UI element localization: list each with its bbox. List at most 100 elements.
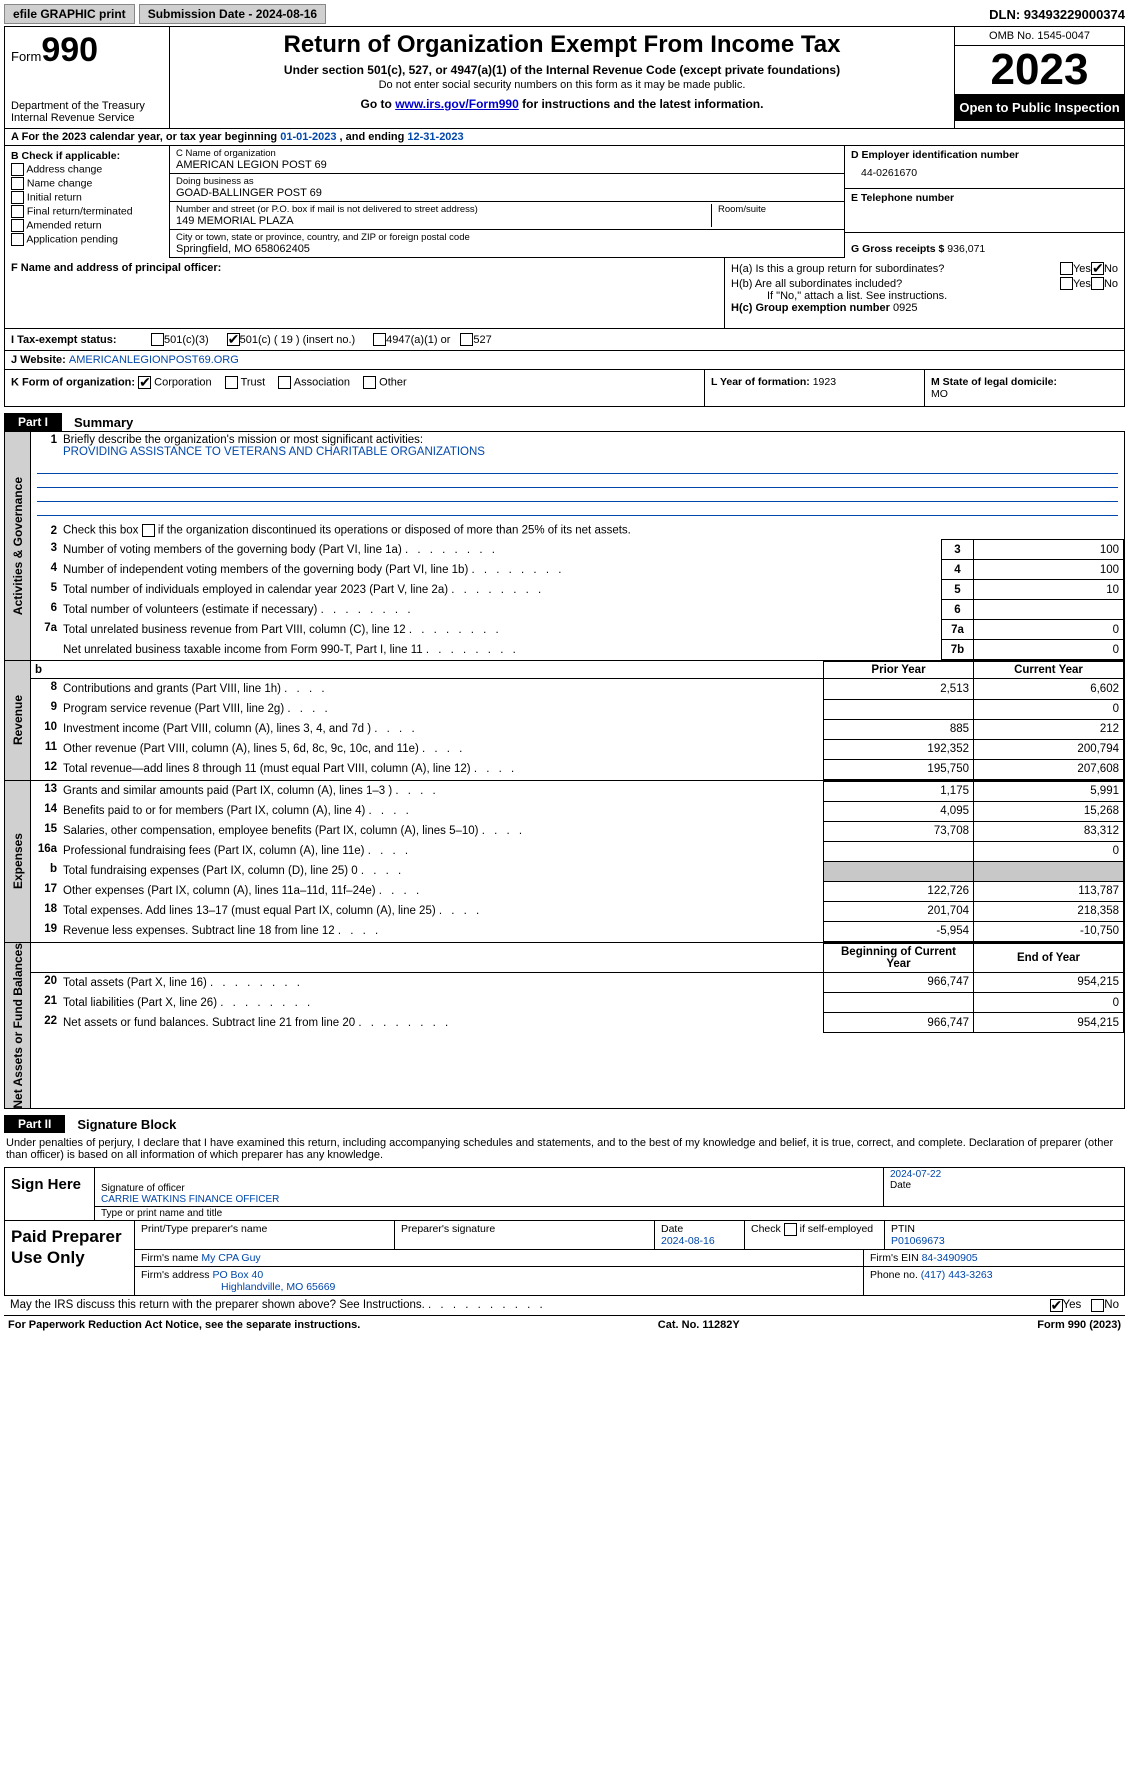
officer-signature: CARRIE WATKINS FINANCE OFFICER (101, 1194, 877, 1205)
table-row: 15Salaries, other compensation, employee… (31, 821, 1124, 841)
city-label: City or town, state or province, country… (176, 232, 838, 243)
ptin: P01069673 (891, 1235, 945, 1247)
mission-text: PROVIDING ASSISTANCE TO VETERANS AND CHA… (63, 446, 485, 458)
goto-suffix: for instructions and the latest informat… (519, 97, 764, 111)
chk-trust[interactable] (225, 376, 238, 389)
ha-yes[interactable] (1060, 262, 1073, 275)
hb-no[interactable] (1091, 277, 1104, 290)
table-row: 18Total expenses. Add lines 13–17 (must … (31, 901, 1124, 921)
table-row: 19Revenue less expenses. Subtract line 1… (31, 921, 1124, 941)
firm-addr1: PO Box 40 (212, 1269, 263, 1281)
section-revenue: Revenue bPrior YearCurrent Year 8Contrib… (4, 661, 1125, 781)
sign-date: 2024-07-22 (890, 1169, 1118, 1180)
vtab-governance: Activities & Governance (11, 477, 25, 615)
form-ssn-notice: Do not enter social security numbers on … (178, 79, 946, 91)
form-title: Return of Organization Exempt From Incom… (178, 31, 946, 59)
table-row: 14Benefits paid to or for members (Part … (31, 801, 1124, 821)
hb-instructions: If "No," attach a list. See instructions… (767, 290, 1118, 302)
chk-initial-return[interactable]: Initial return (11, 191, 163, 204)
vtab-net-assets: Net Assets or Fund Balances (11, 943, 25, 1109)
chk-501c[interactable] (227, 333, 240, 346)
dln: DLN: 93493229000374 (989, 7, 1125, 22)
org-name-label: C Name of organization (176, 148, 838, 159)
sign-here-label: Sign Here (5, 1168, 95, 1220)
table-row: 16aProfessional fundraising fees (Part I… (31, 841, 1124, 861)
section-net-assets: Net Assets or Fund Balances Beginning of… (4, 943, 1125, 1110)
year-formation: 1923 (813, 376, 836, 388)
chk-name-change[interactable]: Name change (11, 177, 163, 190)
chk-self-employed[interactable] (784, 1223, 797, 1236)
form-header: Form990 Department of the Treasury Inter… (4, 26, 1125, 129)
may-discuss-row: May the IRS discuss this return with the… (4, 1296, 1125, 1316)
row-i-tax-status: I Tax-exempt status: 501(c)(3) 501(c) ( … (4, 329, 1125, 351)
form-ref: Form 990 (2023) (1037, 1319, 1121, 1331)
expenses-table: 13Grants and similar amounts paid (Part … (31, 781, 1124, 942)
chk-discontinued[interactable] (142, 524, 155, 537)
ha-label: H(a) Is this a group return for subordin… (731, 263, 1060, 275)
table-row: 22Net assets or fund balances. Subtract … (31, 1013, 1124, 1033)
goto-prefix: Go to (361, 97, 396, 111)
hc-label: H(c) Group exemption number (731, 302, 893, 314)
revenue-table: bPrior YearCurrent Year 8Contributions a… (31, 661, 1124, 780)
submission-date: Submission Date - 2024-08-16 (139, 4, 326, 24)
sign-block: Sign Here Signature of officer CARRIE WA… (4, 1167, 1125, 1221)
website-url[interactable]: AMERICANLEGIONPOST69.ORG (69, 354, 239, 366)
chk-527[interactable] (460, 333, 473, 346)
table-row: 10Investment income (Part VIII, column (… (31, 719, 1124, 739)
table-row: 13Grants and similar amounts paid (Part … (31, 781, 1124, 801)
table-row: 12Total revenue—add lines 8 through 11 (… (31, 759, 1124, 779)
chk-4947[interactable] (373, 333, 386, 346)
table-row: 11Other revenue (Part VIII, column (A), … (31, 739, 1124, 759)
table-row: 20Total assets (Part X, line 16) . . . .… (31, 972, 1124, 993)
paperwork-notice: For Paperwork Reduction Act Notice, see … (8, 1319, 360, 1331)
firm-phone: (417) 443-3263 (921, 1269, 993, 1281)
table-row: Net unrelated business taxable income fr… (31, 640, 1124, 660)
chk-501c3[interactable] (151, 333, 164, 346)
form-number: 990 (41, 31, 98, 69)
governance-table: 3Number of voting members of the governi… (31, 539, 1124, 660)
hc-value: 0925 (893, 302, 917, 314)
preparer-block: Paid Preparer Use Only Print/Type prepar… (4, 1221, 1125, 1296)
table-row: 5Total number of individuals employed in… (31, 580, 1124, 600)
row-j-website: J Website: AMERICANLEGIONPOST69.ORG (4, 351, 1125, 370)
table-row: bTotal fundraising expenses (Part IX, co… (31, 861, 1124, 881)
table-row: 21Total liabilities (Part X, line 26) . … (31, 993, 1124, 1013)
table-row: 3Number of voting members of the governi… (31, 540, 1124, 560)
table-row: 9Program service revenue (Part VIII, lin… (31, 699, 1124, 719)
chk-final-return[interactable]: Final return/terminated (11, 205, 163, 218)
section-expenses: Expenses 13Grants and similar amounts pa… (4, 781, 1125, 943)
city-state-zip: Springfield, MO 658062405 (176, 243, 838, 255)
chk-application-pending[interactable]: Application pending (11, 233, 163, 246)
may-no[interactable] (1091, 1299, 1104, 1312)
street-label: Number and street (or P.O. box if mail i… (176, 204, 705, 215)
chk-amended[interactable]: Amended return (11, 219, 163, 232)
gross-receipts: 936,071 (947, 243, 985, 255)
firm-name: My CPA Guy (201, 1252, 260, 1264)
efile-print-btn[interactable]: efile GRAPHIC print (4, 4, 135, 24)
phone-label: E Telephone number (851, 192, 1118, 204)
may-yes[interactable] (1050, 1299, 1063, 1312)
chk-assoc[interactable] (278, 376, 291, 389)
open-inspection: Open to Public Inspection (955, 94, 1124, 121)
row-k-form-org: K Form of organization: Corporation Trus… (4, 370, 1125, 407)
vtab-revenue: Revenue (11, 695, 25, 745)
ha-no[interactable] (1091, 262, 1104, 275)
part1-header: Part I Summary (4, 413, 1125, 431)
table-row: 4Number of independent voting members of… (31, 560, 1124, 580)
chk-other[interactable] (363, 376, 376, 389)
tax-year: 2023 (955, 46, 1124, 94)
chk-corp[interactable] (138, 376, 151, 389)
irs-link[interactable]: www.irs.gov/Form990 (395, 97, 519, 111)
ein-value: 44-0261670 (851, 161, 1118, 185)
hb-yes[interactable] (1060, 277, 1073, 290)
omb-number: OMB No. 1545-0047 (955, 27, 1124, 46)
table-row: 17Other expenses (Part IX, column (A), l… (31, 881, 1124, 901)
form-subtitle: Under section 501(c), 527, or 4947(a)(1)… (178, 63, 946, 77)
colb-label: B Check if applicable: (11, 150, 120, 162)
room-label: Room/suite (718, 204, 838, 215)
dba-name: GOAD-BALLINGER POST 69 (176, 187, 838, 199)
page-footer: For Paperwork Reduction Act Notice, see … (4, 1316, 1125, 1334)
prep-date: 2024-08-16 (661, 1235, 715, 1247)
chk-address-change[interactable]: Address change (11, 163, 163, 176)
perjury-text: Under penalties of perjury, I declare th… (4, 1133, 1125, 1165)
